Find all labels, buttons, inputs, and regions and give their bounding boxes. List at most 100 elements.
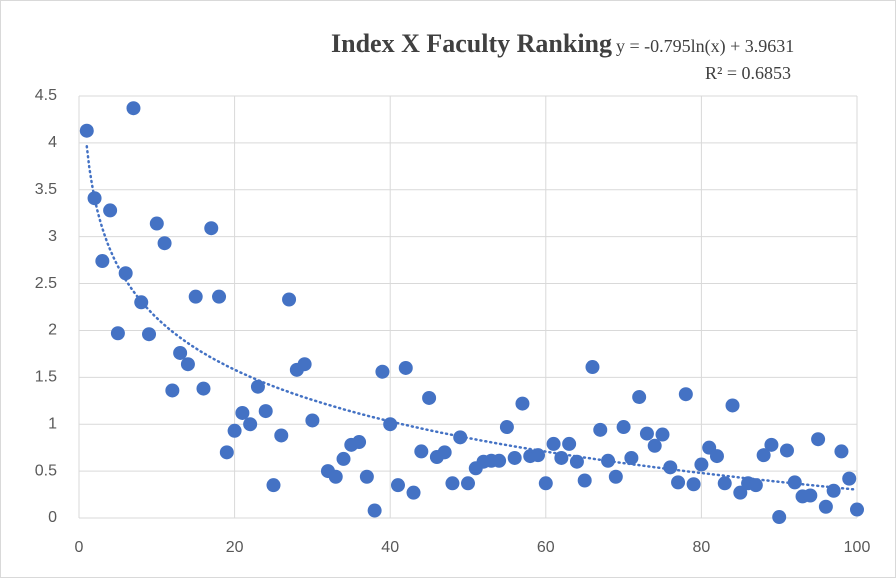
x-tick-label: 20	[226, 539, 244, 556]
point	[733, 485, 748, 500]
point	[585, 360, 600, 375]
point	[180, 357, 195, 372]
point	[157, 236, 172, 251]
point	[390, 478, 405, 493]
point	[282, 292, 297, 307]
point	[110, 326, 125, 341]
point	[103, 203, 118, 218]
point	[515, 396, 530, 411]
point	[367, 503, 382, 518]
chart-title: Index X Faculty Ranking	[331, 29, 612, 58]
point	[266, 478, 281, 493]
point	[359, 469, 374, 484]
point	[328, 469, 343, 484]
point	[593, 422, 608, 437]
point	[686, 477, 701, 492]
point	[352, 435, 367, 450]
point	[445, 476, 460, 491]
point	[305, 413, 320, 428]
point	[142, 327, 157, 342]
point	[461, 476, 475, 491]
point	[709, 449, 724, 464]
x-tick-label: 0	[75, 539, 84, 556]
point	[787, 475, 802, 490]
point	[531, 448, 546, 463]
x-tick-label: 40	[381, 539, 399, 556]
point	[227, 423, 242, 438]
point	[811, 432, 826, 447]
point	[219, 445, 234, 460]
y-tick-label: 4	[48, 134, 57, 151]
y-tick-label: 4.5	[35, 87, 57, 104]
y-tick-label: 1.5	[35, 369, 57, 386]
point	[422, 390, 437, 405]
point	[779, 443, 794, 458]
point	[149, 216, 164, 231]
y-tick-label: 2.5	[35, 275, 57, 292]
point	[577, 473, 592, 488]
point	[212, 289, 227, 304]
point	[79, 123, 94, 138]
point	[235, 405, 250, 420]
point	[165, 383, 180, 398]
y-tick-label: 3	[48, 228, 57, 245]
point	[499, 420, 514, 435]
x-tick-label: 80	[693, 539, 711, 556]
point	[406, 485, 421, 500]
point	[694, 457, 709, 472]
point	[538, 476, 553, 491]
x-tick-label: 60	[537, 539, 555, 556]
point	[772, 510, 787, 525]
point	[250, 379, 265, 394]
point	[126, 101, 141, 116]
point	[134, 295, 149, 310]
point	[748, 478, 763, 493]
point	[196, 381, 211, 396]
point	[492, 453, 507, 468]
point	[663, 460, 678, 475]
point	[639, 426, 654, 441]
point	[647, 438, 662, 453]
point	[507, 450, 522, 465]
point	[632, 390, 647, 405]
trend-equation: y = -0.795ln(x) + 3.9631	[616, 36, 794, 57]
point	[173, 345, 188, 360]
point	[398, 360, 413, 375]
point	[562, 436, 577, 451]
point	[717, 476, 732, 491]
point	[624, 450, 639, 465]
point	[383, 417, 398, 432]
x-tick-label: 100	[844, 539, 871, 556]
point	[546, 436, 561, 451]
point	[834, 444, 849, 459]
point	[258, 404, 273, 419]
point	[764, 437, 779, 452]
point	[375, 364, 390, 379]
point	[437, 445, 452, 460]
point	[803, 488, 818, 503]
point	[725, 398, 740, 413]
point	[818, 499, 833, 514]
point	[678, 387, 693, 402]
point	[243, 417, 258, 432]
y-tick-label: 2	[48, 322, 57, 339]
point	[671, 475, 686, 490]
point	[95, 254, 110, 269]
trend-r2: R² = 0.6853	[705, 63, 791, 83]
point	[188, 289, 203, 304]
point	[655, 427, 670, 442]
point	[297, 357, 312, 372]
trendline	[85, 145, 859, 491]
point	[616, 420, 631, 435]
point	[608, 469, 623, 484]
y-tick-label: 3.5	[35, 181, 57, 198]
y-tick-label: 1	[48, 415, 57, 432]
point	[204, 221, 219, 236]
point	[756, 448, 771, 463]
point	[87, 191, 102, 206]
point	[336, 451, 351, 466]
y-tick-label: 0.5	[35, 462, 57, 479]
point	[850, 502, 864, 517]
